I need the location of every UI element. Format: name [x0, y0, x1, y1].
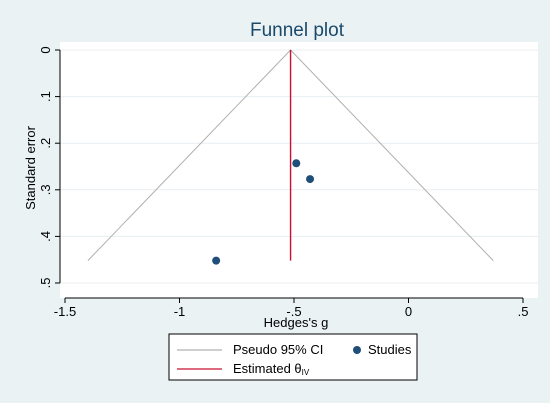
series-layer: [87, 49, 494, 265]
study-point: [292, 159, 301, 168]
x-tick-label: -.5: [286, 304, 301, 319]
y-tick-label: .1: [38, 91, 53, 102]
y-tick-label: .5: [38, 278, 53, 289]
y-tick-label: .4: [38, 231, 53, 242]
legend: Pseudo 95% CI Studies Estimated θIV: [168, 333, 418, 381]
study-point: [212, 256, 221, 265]
y-axis-label: Standard error: [23, 125, 38, 209]
x-tick-label: 0: [405, 304, 412, 319]
legend-label-studies: Studies: [368, 342, 412, 357]
x-tick-label: -1: [174, 304, 186, 319]
legend-swatch-studies: [353, 346, 361, 354]
y-tick-label: .2: [38, 138, 53, 149]
y-tick-label: 0: [38, 46, 53, 53]
x-tick-label: .5: [518, 304, 529, 319]
chart-title: Funnel plot: [250, 20, 345, 41]
legend-box: [168, 333, 418, 381]
study-point: [306, 175, 315, 184]
legend-label-estimate: Estimated θIV: [233, 361, 310, 377]
legend-label-estimate-sub: IV: [302, 368, 310, 377]
legend-label-ci: Pseudo 95% CI: [233, 342, 323, 357]
y-tick-label: .3: [38, 184, 53, 195]
axes: 0 .1 .2 .3 .4 .5 -1.5 -1 -.5 0 .5: [38, 46, 528, 319]
plot-area: [60, 42, 538, 298]
gridlines: [60, 49, 538, 284]
legend-label-estimate-main: Estimated θ: [233, 361, 302, 376]
x-tick-label: -1.5: [54, 304, 76, 319]
x-axis-label: Hedges's g: [264, 315, 329, 330]
